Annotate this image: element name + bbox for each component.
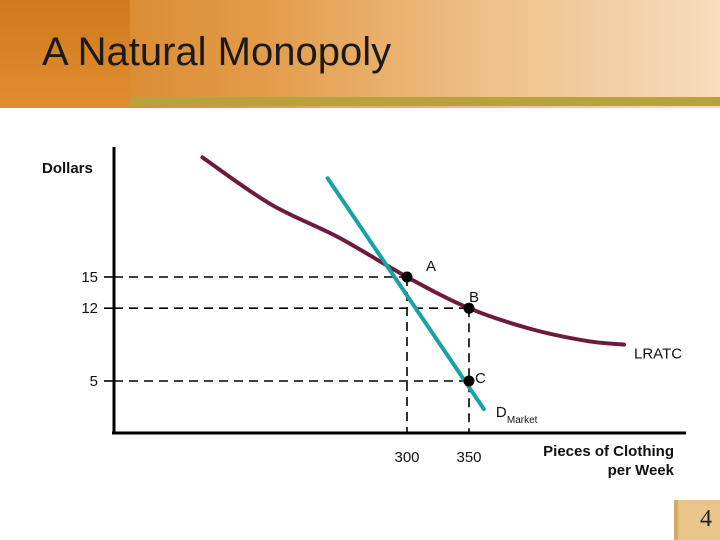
point-A xyxy=(401,271,413,283)
axis-ticks: 15 12 5 300 350 xyxy=(81,269,481,466)
y-axis-label: Dollars xyxy=(42,160,93,177)
slide-title: A Natural Monopoly xyxy=(42,30,392,74)
point-label-B: B xyxy=(469,289,479,306)
y-tick-label-5: 5 xyxy=(90,373,98,390)
x-axis-label-line-1: Pieces of Clothing xyxy=(543,443,674,460)
point-B xyxy=(463,302,475,314)
demand-label-subscript: Market xyxy=(507,415,538,426)
point-label-A: A xyxy=(426,258,436,275)
curves: LRATC D Market xyxy=(200,155,682,426)
x-tick-label-350: 350 xyxy=(456,449,481,466)
page-number-box: 4 xyxy=(674,500,720,540)
y-tick-label-15: 15 xyxy=(81,269,98,286)
title-underline-bar xyxy=(130,97,720,106)
demand-label: D xyxy=(496,404,507,421)
dashed-guides xyxy=(114,276,470,433)
point-label-C: C xyxy=(475,370,486,387)
x-axis-label-line-2: per Week xyxy=(608,462,675,479)
lratc-label: LRATC xyxy=(634,346,682,363)
x-tick-label-300: 300 xyxy=(394,449,419,466)
title-band-accent xyxy=(0,0,130,108)
point-markers: A B C xyxy=(401,258,486,387)
demand-line xyxy=(325,176,486,412)
lratc-curve xyxy=(200,155,626,347)
y-tick-label-12: 12 xyxy=(81,300,98,317)
point-C xyxy=(463,375,475,387)
page-number: 4 xyxy=(700,506,712,532)
